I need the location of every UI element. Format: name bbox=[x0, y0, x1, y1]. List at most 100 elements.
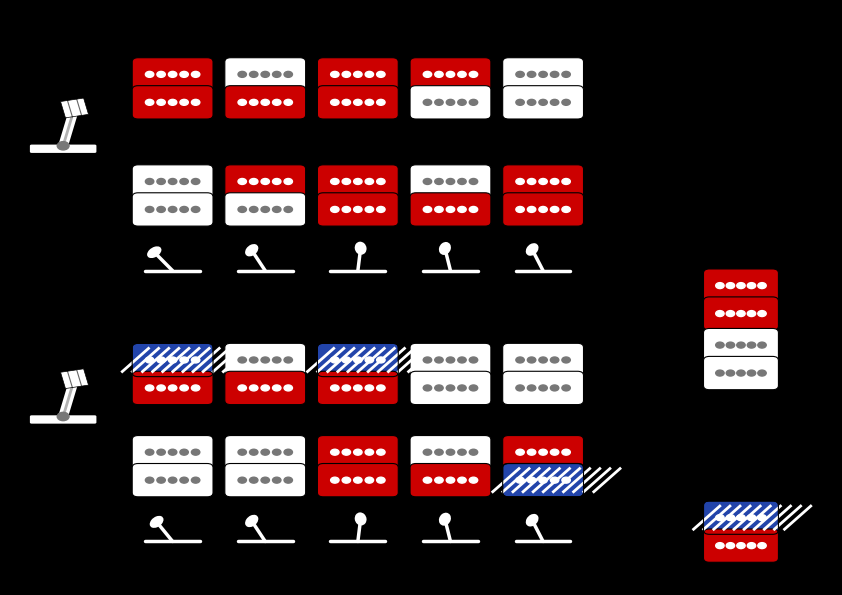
Circle shape bbox=[446, 477, 455, 483]
Circle shape bbox=[261, 385, 269, 391]
Circle shape bbox=[168, 357, 177, 363]
Circle shape bbox=[376, 477, 385, 483]
Circle shape bbox=[191, 449, 200, 455]
Circle shape bbox=[168, 477, 177, 483]
Ellipse shape bbox=[245, 515, 258, 527]
Circle shape bbox=[191, 71, 200, 77]
Circle shape bbox=[551, 99, 559, 105]
Circle shape bbox=[469, 99, 477, 105]
FancyBboxPatch shape bbox=[132, 436, 213, 469]
Circle shape bbox=[551, 357, 559, 363]
Circle shape bbox=[516, 71, 525, 77]
Circle shape bbox=[57, 142, 69, 150]
FancyBboxPatch shape bbox=[704, 297, 778, 330]
FancyBboxPatch shape bbox=[410, 464, 491, 497]
Circle shape bbox=[527, 385, 536, 391]
Circle shape bbox=[458, 71, 466, 77]
Circle shape bbox=[354, 71, 362, 77]
FancyBboxPatch shape bbox=[503, 86, 584, 119]
FancyBboxPatch shape bbox=[410, 193, 491, 226]
Circle shape bbox=[434, 71, 443, 77]
Circle shape bbox=[376, 71, 385, 77]
Circle shape bbox=[446, 71, 455, 77]
Circle shape bbox=[365, 99, 374, 105]
Polygon shape bbox=[61, 98, 88, 118]
Circle shape bbox=[376, 385, 385, 391]
Circle shape bbox=[249, 71, 258, 77]
Ellipse shape bbox=[525, 514, 539, 527]
Circle shape bbox=[180, 385, 189, 391]
Circle shape bbox=[716, 543, 724, 549]
Circle shape bbox=[726, 515, 735, 521]
FancyBboxPatch shape bbox=[410, 371, 491, 405]
Circle shape bbox=[180, 477, 189, 483]
FancyBboxPatch shape bbox=[225, 58, 306, 91]
Ellipse shape bbox=[525, 243, 539, 256]
Circle shape bbox=[434, 477, 443, 483]
Circle shape bbox=[157, 71, 165, 77]
Circle shape bbox=[469, 178, 477, 184]
Ellipse shape bbox=[439, 242, 451, 255]
Circle shape bbox=[354, 206, 362, 212]
FancyBboxPatch shape bbox=[503, 436, 584, 469]
Circle shape bbox=[434, 99, 443, 105]
Circle shape bbox=[527, 178, 536, 184]
FancyBboxPatch shape bbox=[317, 371, 398, 405]
FancyBboxPatch shape bbox=[225, 436, 306, 469]
FancyBboxPatch shape bbox=[410, 436, 491, 469]
Circle shape bbox=[249, 385, 258, 391]
Circle shape bbox=[376, 99, 385, 105]
FancyBboxPatch shape bbox=[132, 58, 213, 91]
Circle shape bbox=[354, 178, 362, 184]
Circle shape bbox=[562, 71, 570, 77]
FancyBboxPatch shape bbox=[704, 328, 778, 362]
Circle shape bbox=[249, 206, 258, 212]
Circle shape bbox=[354, 477, 362, 483]
Circle shape bbox=[365, 385, 374, 391]
Circle shape bbox=[424, 357, 432, 363]
Circle shape bbox=[273, 178, 281, 184]
Circle shape bbox=[191, 206, 200, 212]
Circle shape bbox=[527, 449, 536, 455]
Circle shape bbox=[157, 99, 165, 105]
Circle shape bbox=[469, 477, 477, 483]
FancyBboxPatch shape bbox=[410, 58, 491, 91]
Circle shape bbox=[376, 449, 385, 455]
Circle shape bbox=[446, 357, 455, 363]
Circle shape bbox=[331, 178, 339, 184]
Circle shape bbox=[146, 357, 154, 363]
Circle shape bbox=[180, 357, 189, 363]
Circle shape bbox=[551, 477, 559, 483]
Circle shape bbox=[249, 178, 258, 184]
Circle shape bbox=[737, 283, 745, 289]
FancyBboxPatch shape bbox=[317, 165, 398, 198]
FancyBboxPatch shape bbox=[317, 86, 398, 119]
Circle shape bbox=[737, 515, 745, 521]
Circle shape bbox=[342, 178, 350, 184]
Circle shape bbox=[331, 357, 339, 363]
FancyBboxPatch shape bbox=[225, 165, 306, 198]
Circle shape bbox=[562, 449, 570, 455]
Circle shape bbox=[157, 449, 165, 455]
FancyBboxPatch shape bbox=[503, 371, 584, 405]
Circle shape bbox=[748, 515, 756, 521]
Circle shape bbox=[726, 543, 735, 549]
Circle shape bbox=[458, 357, 466, 363]
Circle shape bbox=[238, 178, 247, 184]
Circle shape bbox=[261, 178, 269, 184]
Circle shape bbox=[748, 283, 756, 289]
Circle shape bbox=[758, 370, 766, 376]
Circle shape bbox=[146, 71, 154, 77]
Circle shape bbox=[376, 178, 385, 184]
Circle shape bbox=[261, 449, 269, 455]
Circle shape bbox=[261, 71, 269, 77]
Circle shape bbox=[527, 99, 536, 105]
Circle shape bbox=[446, 449, 455, 455]
Circle shape bbox=[168, 206, 177, 212]
Circle shape bbox=[539, 449, 547, 455]
Circle shape bbox=[331, 71, 339, 77]
Circle shape bbox=[284, 477, 292, 483]
Circle shape bbox=[469, 357, 477, 363]
Circle shape bbox=[424, 99, 432, 105]
FancyBboxPatch shape bbox=[317, 193, 398, 226]
